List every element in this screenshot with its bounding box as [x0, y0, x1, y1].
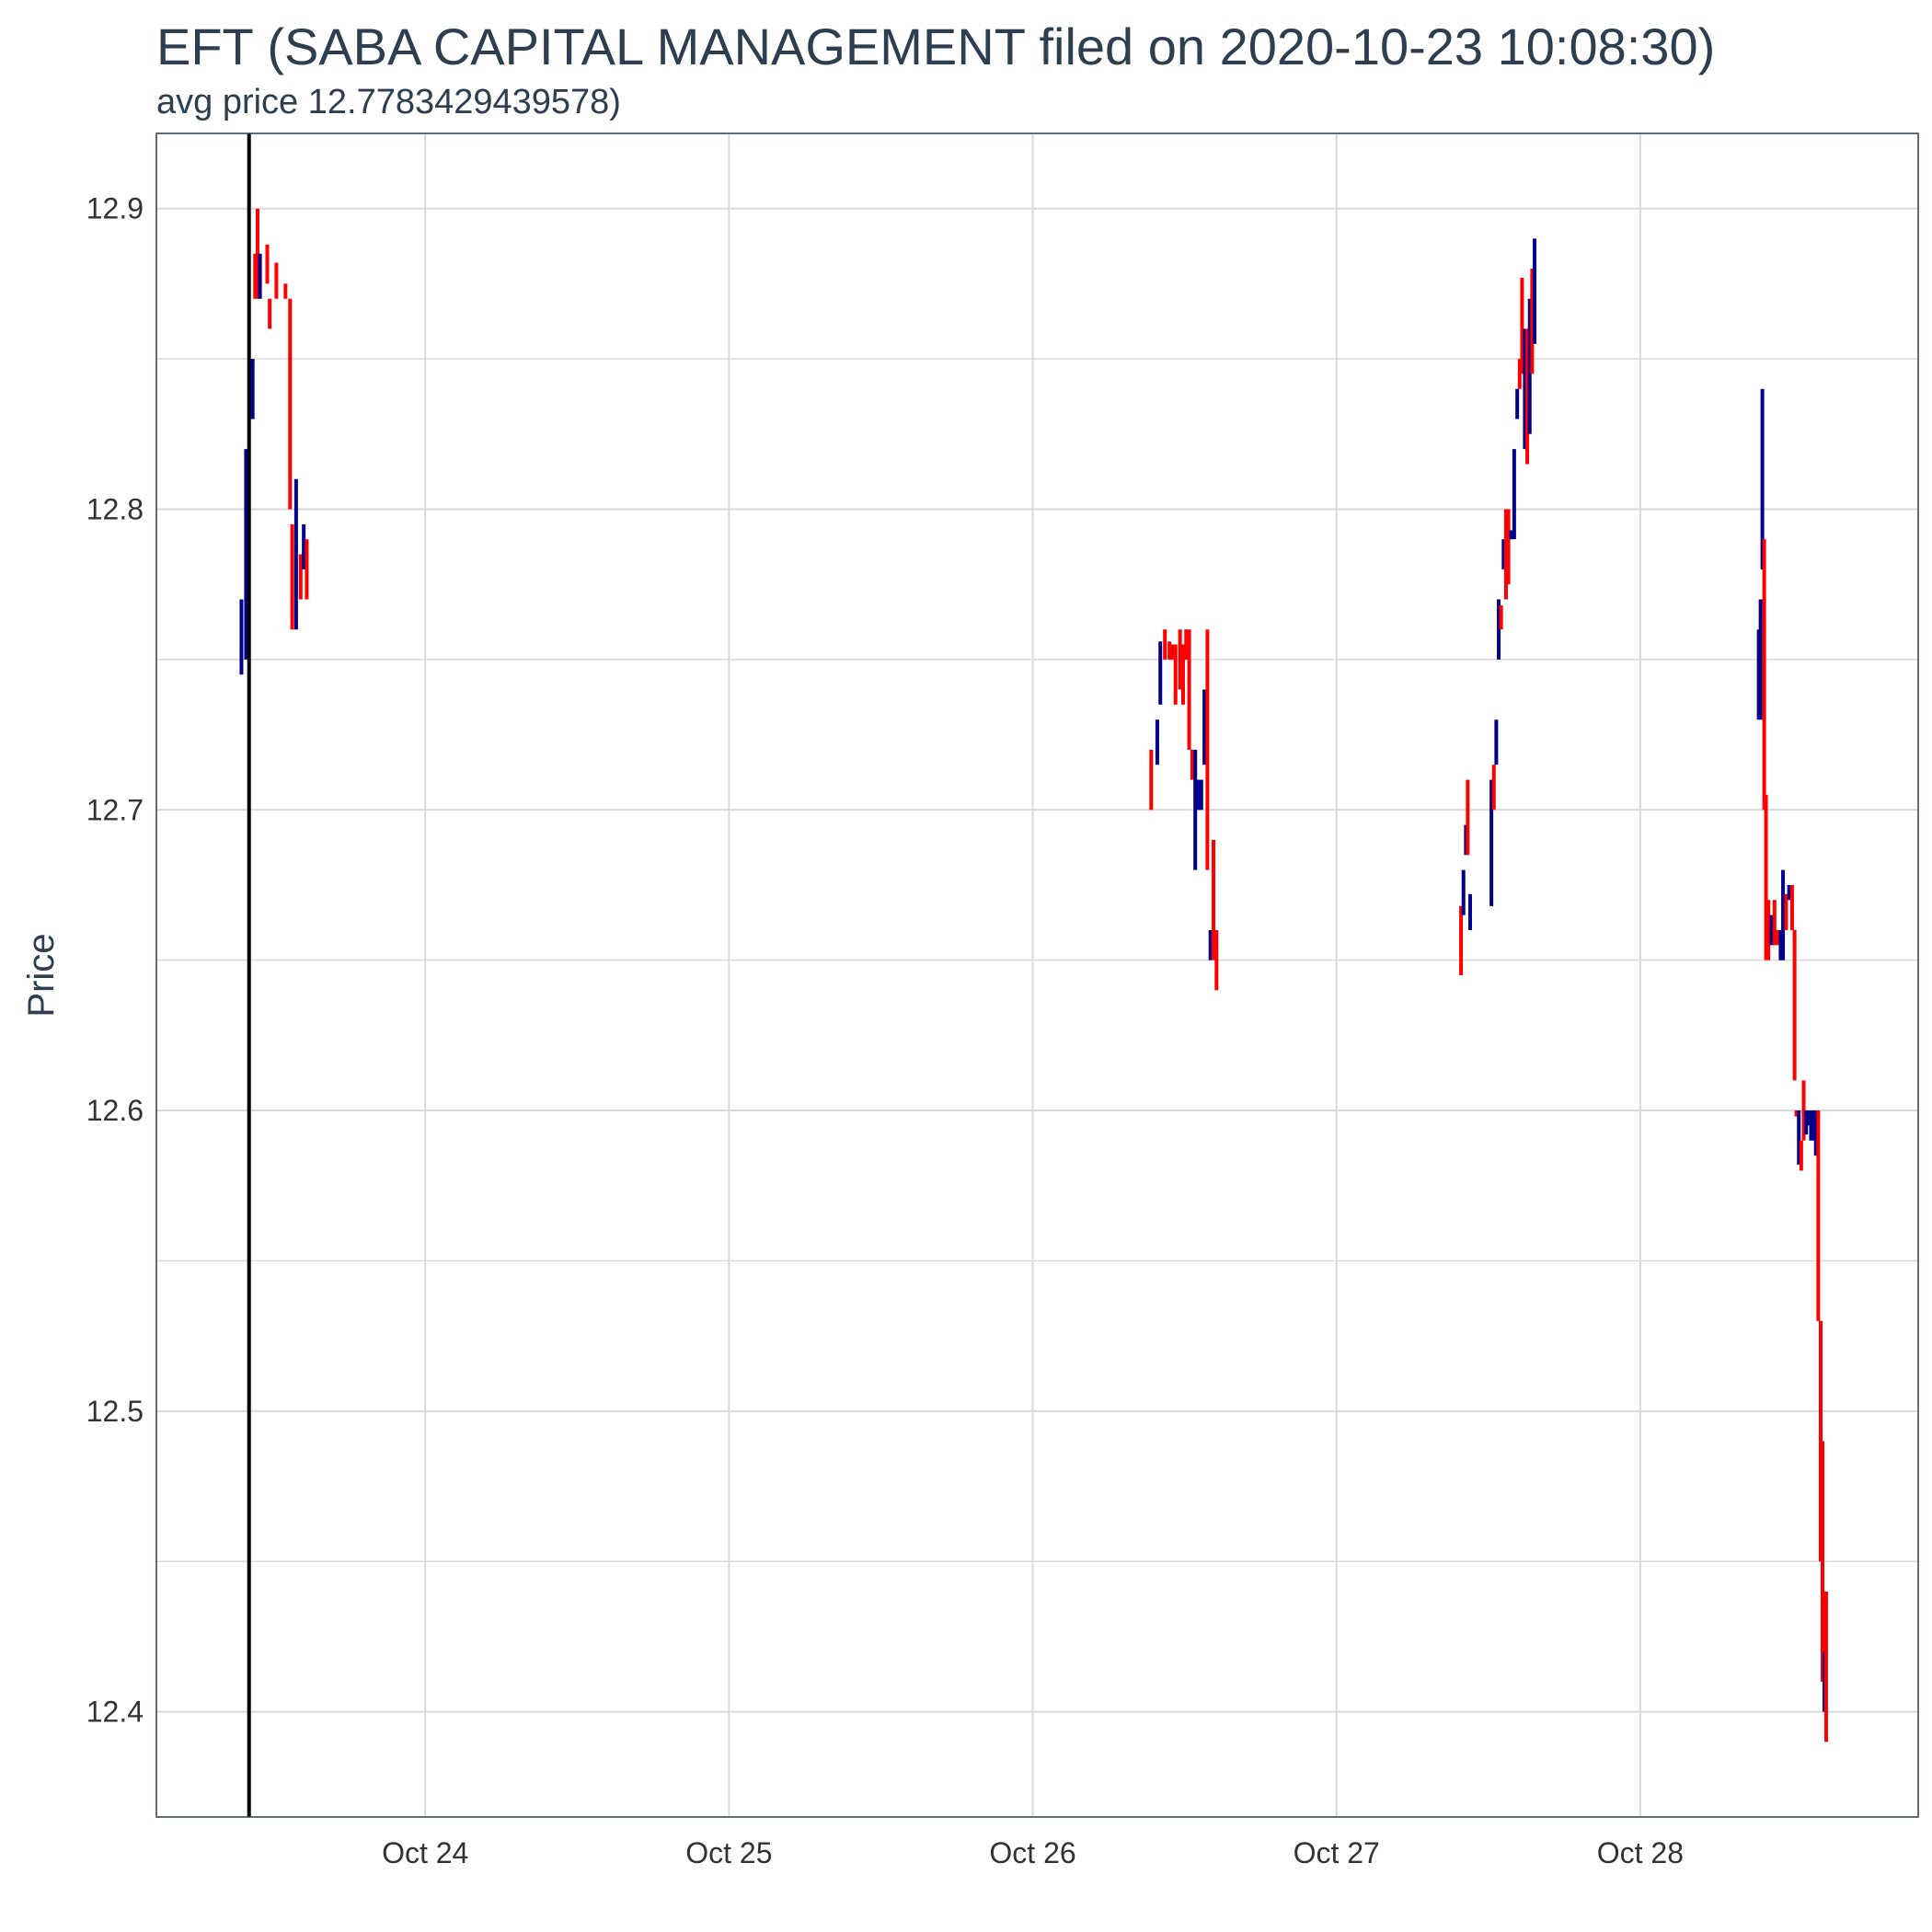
y-tick-label: 12.4 — [86, 1696, 144, 1729]
y-tick-label: 12.9 — [86, 192, 144, 225]
x-tick-label: Oct 25 — [685, 1836, 772, 1869]
x-tick-label: Oct 26 — [989, 1836, 1075, 1869]
y-tick-label: 12.6 — [86, 1094, 144, 1127]
x-tick-labels: Oct 24 Oct 25 Oct 26 Oct 27 Oct 28 — [382, 1836, 1684, 1869]
plot-frame — [155, 132, 1919, 1818]
x-tick-label: Oct 24 — [382, 1836, 468, 1869]
ohlc-bars — [239, 208, 1828, 1742]
grid-lines — [156, 133, 1918, 1817]
plot-border — [155, 132, 1919, 1818]
y-tick-labels: 12.4 12.5 12.6 12.7 12.8 12.9 — [86, 192, 144, 1729]
y-axis-label: Price — [21, 933, 62, 1017]
chart-subtitle: avg price 12.7783429439578) — [156, 83, 621, 121]
chart-title: EFT (SABA CAPITAL MANAGEMENT filed on 20… — [156, 17, 1716, 75]
y-tick-label: 12.5 — [86, 1395, 144, 1428]
x-tick-label: Oct 28 — [1597, 1836, 1684, 1869]
x-tick-label: Oct 27 — [1294, 1836, 1380, 1869]
y-tick-label: 12.7 — [86, 793, 144, 826]
y-tick-label: 12.8 — [86, 492, 144, 525]
